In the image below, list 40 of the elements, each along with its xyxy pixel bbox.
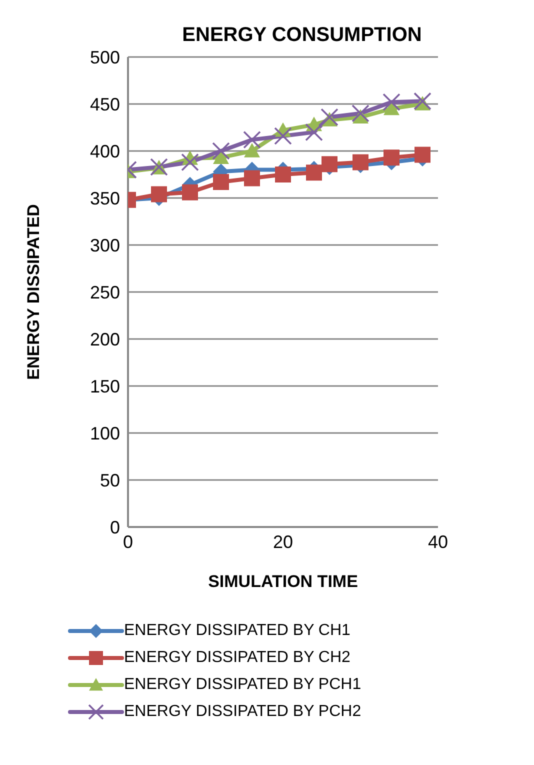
x-tick-label: 0 [122, 532, 134, 552]
point [274, 127, 292, 145]
y-tick-label: 100 [90, 423, 120, 444]
point [212, 142, 230, 160]
y-tick-label: 450 [90, 94, 120, 114]
point [384, 150, 400, 166]
y-axis-title: ENERGY DISSIPATED [24, 204, 44, 380]
point [414, 92, 432, 110]
x-axis-title: SIMULATION TIME [208, 572, 358, 591]
legend-label: ENERGY DISSIPATED BY CH1 [124, 622, 350, 640]
legend-label: ENERGY DISSIPATED BY CH2 [124, 648, 350, 666]
y-tick-label: 500 [90, 47, 120, 68]
point [414, 146, 430, 163]
point [352, 104, 370, 122]
point [320, 108, 338, 126]
y-tick-label: 250 [90, 282, 120, 302]
point [352, 154, 368, 170]
point [322, 156, 338, 172]
x-tick-label: 40 [428, 532, 448, 552]
legend-label: ENERGY DISSIPATED BY PCH1 [124, 676, 362, 694]
point [382, 93, 400, 112]
legend-label: ENERGY DISSIPATED BY PCH2 [124, 702, 362, 720]
y-tick-label: 300 [90, 235, 120, 256]
chart-title: ENERGY CONSUMPTION [181, 24, 423, 47]
x-tick-label: 20 [272, 532, 294, 552]
y-tick-label: 150 [90, 376, 120, 396]
point [182, 184, 198, 200]
point [244, 143, 260, 158]
point [306, 164, 322, 181]
point [275, 166, 291, 182]
y-tick-label: 200 [90, 329, 120, 350]
y-tick-label: 350 [90, 188, 120, 208]
point [243, 130, 261, 149]
y-tick-label: 400 [90, 141, 120, 162]
point [213, 174, 229, 190]
y-tick-label: 0 [110, 517, 120, 538]
y-tick-label: 50 [100, 470, 120, 490]
point [244, 170, 260, 186]
point [305, 123, 323, 142]
point [181, 153, 199, 172]
